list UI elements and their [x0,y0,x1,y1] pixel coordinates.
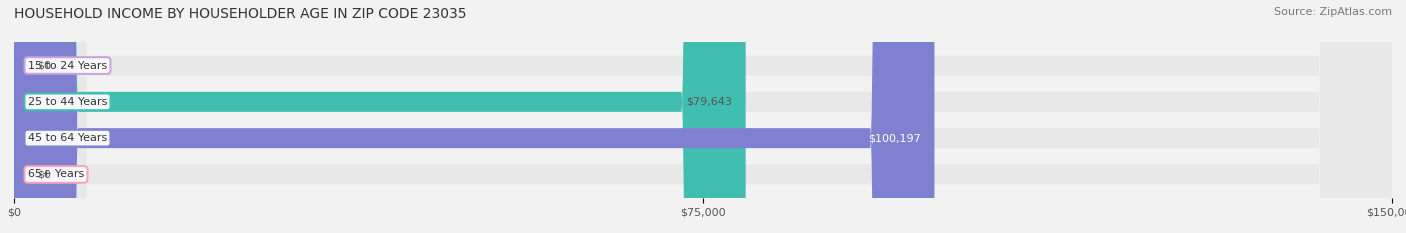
FancyBboxPatch shape [14,0,1392,233]
Text: $0: $0 [37,169,51,179]
FancyBboxPatch shape [14,0,745,233]
Text: $79,643: $79,643 [686,97,733,107]
Text: HOUSEHOLD INCOME BY HOUSEHOLDER AGE IN ZIP CODE 23035: HOUSEHOLD INCOME BY HOUSEHOLDER AGE IN Z… [14,7,467,21]
Text: 65+ Years: 65+ Years [28,169,84,179]
Text: 25 to 44 Years: 25 to 44 Years [28,97,107,107]
FancyBboxPatch shape [14,0,1392,233]
Text: 45 to 64 Years: 45 to 64 Years [28,133,107,143]
FancyBboxPatch shape [14,0,1392,233]
Text: Source: ZipAtlas.com: Source: ZipAtlas.com [1274,7,1392,17]
FancyBboxPatch shape [14,0,1392,233]
FancyBboxPatch shape [14,0,935,233]
Text: 15 to 24 Years: 15 to 24 Years [28,61,107,71]
Text: $100,197: $100,197 [868,133,921,143]
Text: $0: $0 [37,61,51,71]
